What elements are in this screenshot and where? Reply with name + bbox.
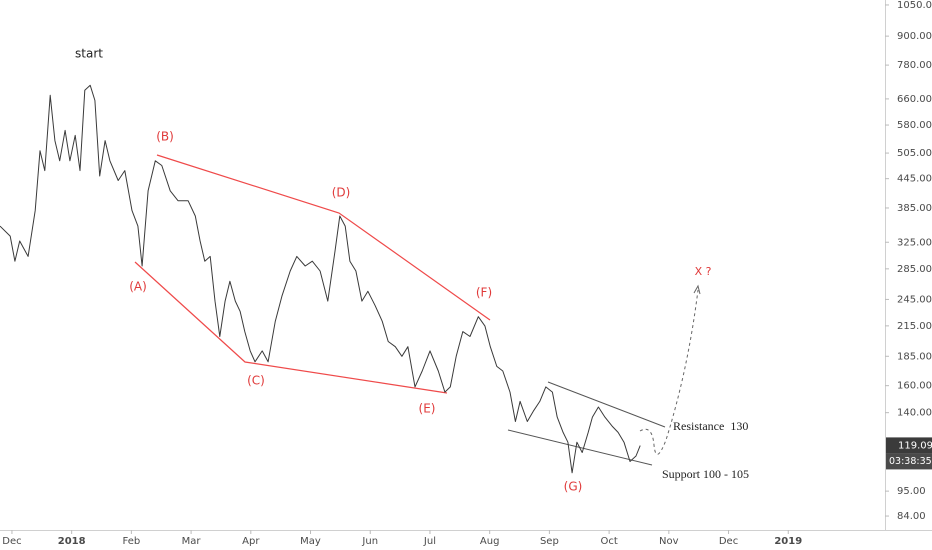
y-tick-label: 84.00 [897, 511, 926, 522]
y-tick-label: 900.00 [897, 31, 932, 42]
y-tick-label: 580.00 [897, 120, 932, 131]
y-tick-label: 385.00 [897, 203, 932, 214]
x-tick-label: Sep [540, 536, 559, 547]
x-tick-label: Aug [480, 536, 500, 547]
x-tick-label: Dec [719, 536, 738, 547]
x-tick-label: Apr [242, 536, 260, 547]
y-tick-label: 160.00 [897, 381, 932, 392]
price-label: 119.09 [898, 440, 932, 451]
projection [639, 289, 699, 455]
trend-line [156, 154, 491, 321]
wave-label: (F) [476, 286, 492, 300]
x-tick-label: 2018 [58, 536, 86, 547]
wave-label: X ? [695, 265, 712, 278]
y-tick-label: 660.00 [897, 94, 932, 105]
annotation: Resistance 130 [673, 419, 748, 433]
countdown-label: 03:38:35 [889, 456, 932, 467]
channel-line [547, 381, 666, 428]
x-tick-label: Jun [361, 536, 378, 547]
wave-label: (C) [247, 374, 265, 388]
y-tick-label: 1050.00 [897, 0, 932, 11]
y-tick-label: 285.00 [897, 264, 932, 275]
annotation: Support 100 - 105 [662, 467, 749, 481]
trend-line [134, 261, 448, 394]
wave-label: (E) [419, 402, 436, 416]
countdown-box [886, 453, 932, 470]
y-tick-label: 140.00 [897, 408, 932, 419]
x-tick-label: Oct [600, 536, 617, 547]
y-tick-label: 325.00 [897, 237, 932, 248]
wave-label: (G) [564, 480, 583, 494]
x-tick-label: 2019 [774, 536, 802, 547]
price-box [886, 437, 932, 454]
y-tick-label: 505.00 [897, 148, 932, 159]
x-tick-label: Dec [2, 536, 21, 547]
annotation: start [75, 47, 103, 61]
x-tick-label: Nov [659, 536, 679, 547]
x-tick-label: Jul [423, 536, 436, 547]
y-tick-label: 780.00 [897, 60, 932, 71]
wave-label: (B) [156, 130, 174, 144]
y-tick-label: 95.00 [897, 486, 926, 497]
y-tick-label: 445.00 [897, 174, 932, 185]
y-tick-label: 245.00 [897, 294, 932, 305]
arrow-head [693, 284, 701, 295]
price-line [0, 84, 641, 474]
wave-label: (A) [129, 280, 147, 294]
wave-label: (D) [332, 186, 351, 200]
y-tick-label: 215.00 [897, 321, 932, 332]
x-tick-label: Mar [182, 536, 202, 547]
x-tick-label: May [300, 536, 321, 547]
y-tick-label: 185.00 [897, 351, 932, 362]
x-tick-label: Feb [123, 536, 141, 547]
